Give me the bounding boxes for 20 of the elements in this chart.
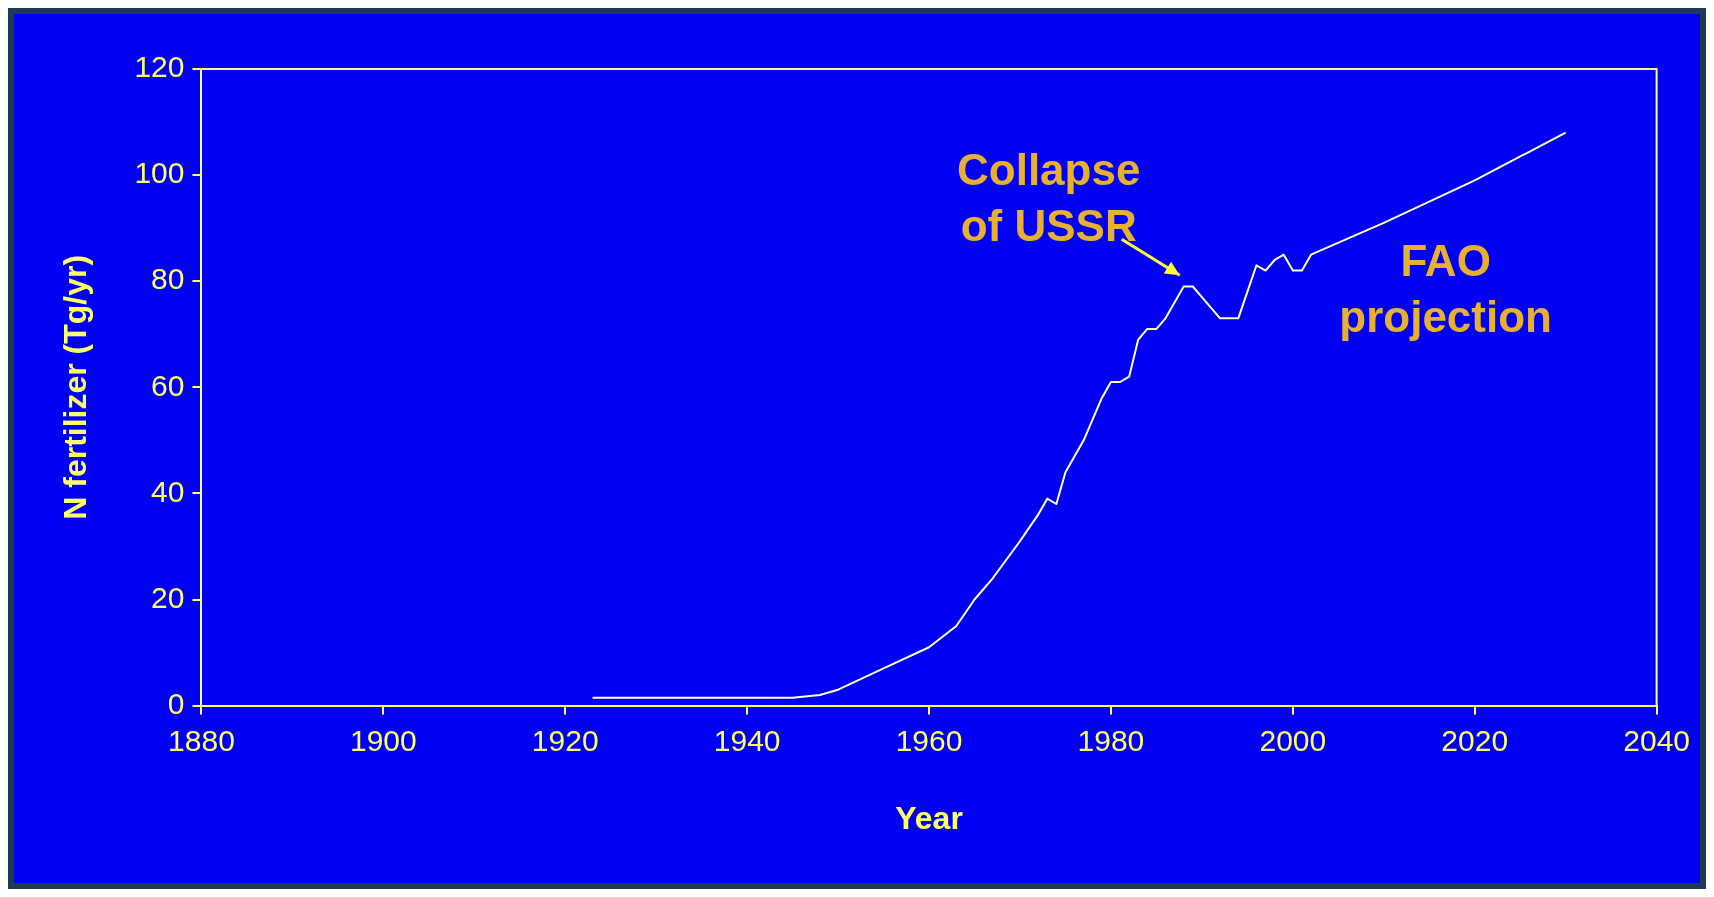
x-tick-label: 2000 <box>1259 723 1327 757</box>
y-tick-label: 0 <box>167 686 185 720</box>
y-tick-label: 20 <box>151 580 185 614</box>
x-tick-label: 1920 <box>531 723 599 757</box>
annotation: Collapse of USSR <box>957 145 1141 251</box>
x-tick-label: 1940 <box>713 723 781 757</box>
x-tick-label: 2040 <box>1623 723 1691 757</box>
x-tick-label: 2020 <box>1441 723 1509 757</box>
y-tick-label: 40 <box>151 474 185 508</box>
x-tick-label: 1880 <box>168 723 235 757</box>
y-axis-title: N fertilizer (Tg/yr) <box>57 254 94 520</box>
x-tick-label: 1960 <box>895 723 963 757</box>
x-axis-title: Year <box>895 799 963 836</box>
x-tick-label: 1980 <box>1077 723 1145 757</box>
y-tick-label: 100 <box>134 156 185 190</box>
x-tick-label: 1900 <box>349 723 417 757</box>
annotation: FAO projection <box>1339 235 1552 341</box>
y-tick-label: 120 <box>134 50 185 84</box>
y-tick-label: 60 <box>151 368 185 402</box>
y-tick-label: 80 <box>151 262 185 296</box>
